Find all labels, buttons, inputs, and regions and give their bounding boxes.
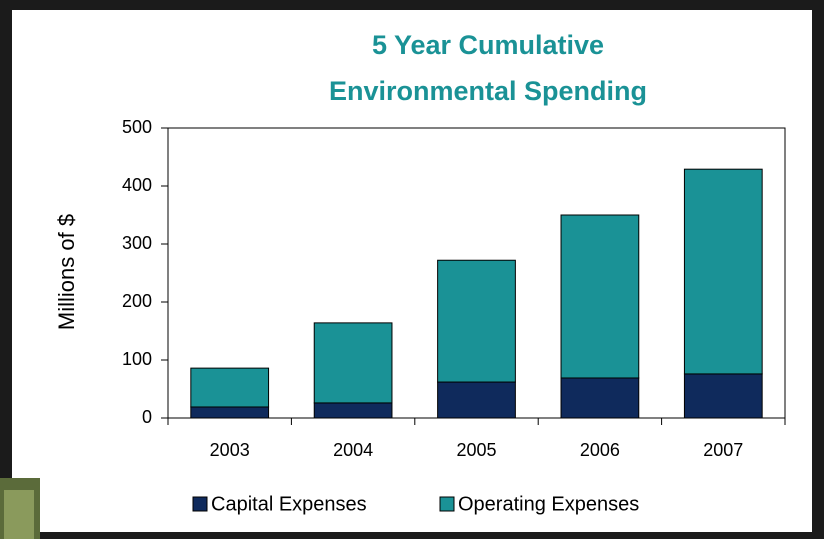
photo-fragment <box>4 490 34 539</box>
bar <box>437 381 516 419</box>
legend-swatch <box>192 496 208 512</box>
y-tick-label: 300 <box>122 233 152 253</box>
bar <box>190 406 270 419</box>
chart-title: Environmental Spending <box>329 76 647 106</box>
bar <box>560 377 640 419</box>
chart-title: 5 Year Cumulative <box>372 30 604 60</box>
legend-label: Operating Expenses <box>458 493 639 515</box>
legend-label: Capital Expenses <box>211 493 367 515</box>
y-tick-label: 200 <box>122 291 152 311</box>
x-tick-label: 2005 <box>456 440 496 460</box>
bar <box>683 373 763 419</box>
bar <box>437 259 516 383</box>
legend-swatch <box>439 496 455 512</box>
x-tick-label: 2003 <box>210 440 250 460</box>
y-tick-label: 0 <box>142 407 152 427</box>
y-tick-label: 500 <box>122 117 152 137</box>
bar <box>190 367 270 408</box>
chart-background <box>12 10 812 532</box>
x-tick-label: 2007 <box>703 440 743 460</box>
y-tick-label: 100 <box>122 349 152 369</box>
bar <box>313 402 393 419</box>
y-axis-label: Millions of $ <box>54 214 79 330</box>
x-tick-label: 2004 <box>333 440 373 460</box>
y-tick-label: 400 <box>122 175 152 195</box>
bar <box>313 322 393 404</box>
x-tick-label: 2006 <box>580 440 620 460</box>
bar <box>683 168 763 375</box>
bar <box>560 214 640 379</box>
